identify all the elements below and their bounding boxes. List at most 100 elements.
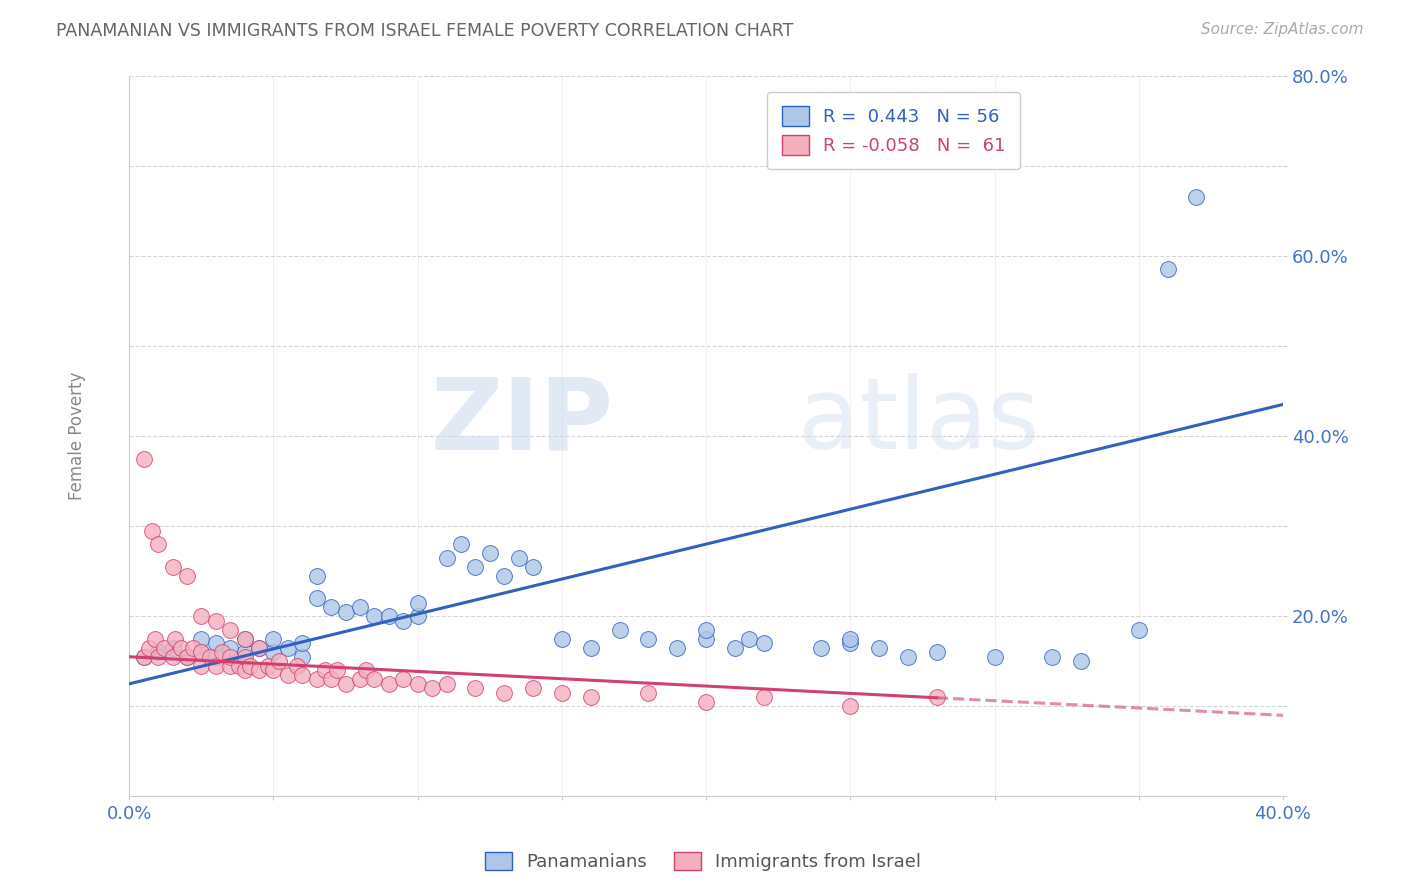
Point: [219, 623, 242, 637]
Point: [190, 609, 212, 624]
Text: Source: ZipAtlas.com: Source: ZipAtlas.com: [1201, 22, 1364, 37]
Point: [695, 632, 717, 646]
Point: [522, 681, 544, 696]
Point: [190, 658, 212, 673]
Text: PANAMANIAN VS IMMIGRANTS FROM ISRAEL FEMALE POVERTY CORRELATION CHART: PANAMANIAN VS IMMIGRANTS FROM ISRAEL FEM…: [56, 22, 793, 40]
Point: [406, 609, 429, 624]
Point: [1070, 654, 1092, 668]
Point: [925, 645, 948, 659]
Point: [291, 649, 314, 664]
Point: [277, 667, 299, 681]
Point: [277, 640, 299, 655]
Point: [551, 632, 574, 646]
Text: atlas: atlas: [799, 373, 1040, 470]
Point: [219, 658, 242, 673]
Point: [335, 677, 357, 691]
Point: [321, 600, 343, 615]
Point: [181, 640, 204, 655]
Point: [579, 640, 602, 655]
Point: [349, 673, 371, 687]
Point: [839, 699, 862, 714]
Point: [752, 690, 775, 705]
Point: [162, 649, 184, 664]
Point: [1156, 262, 1178, 277]
Point: [1128, 623, 1150, 637]
Point: [198, 649, 221, 664]
Point: [738, 632, 761, 646]
Point: [810, 640, 832, 655]
Point: [176, 649, 198, 664]
Point: [256, 658, 278, 673]
Point: [263, 632, 285, 646]
Text: Female Poverty: Female Poverty: [69, 372, 86, 500]
Point: [239, 658, 262, 673]
Point: [354, 663, 377, 677]
Point: [752, 636, 775, 650]
Point: [219, 640, 242, 655]
Point: [247, 640, 270, 655]
Point: [219, 649, 242, 664]
Point: [464, 559, 486, 574]
Point: [233, 663, 256, 677]
Point: [146, 645, 169, 659]
Legend: Panamanians, Immigrants from Israel: Panamanians, Immigrants from Israel: [477, 845, 929, 879]
Point: [132, 649, 155, 664]
Point: [349, 600, 371, 615]
Point: [233, 632, 256, 646]
Point: [637, 632, 659, 646]
Point: [637, 686, 659, 700]
Point: [211, 645, 233, 659]
Point: [464, 681, 486, 696]
Point: [666, 640, 689, 655]
Point: [153, 640, 176, 655]
Point: [170, 640, 193, 655]
Point: [494, 686, 516, 700]
Point: [233, 645, 256, 659]
Point: [450, 537, 472, 551]
Point: [551, 686, 574, 700]
Point: [305, 673, 328, 687]
Point: [143, 632, 166, 646]
Point: [983, 649, 1005, 664]
Point: [263, 663, 285, 677]
Point: [508, 550, 530, 565]
Point: [247, 640, 270, 655]
Point: [228, 658, 250, 673]
Point: [132, 649, 155, 664]
Point: [204, 649, 226, 664]
Point: [190, 632, 212, 646]
Point: [494, 568, 516, 582]
Point: [204, 658, 226, 673]
Point: [897, 649, 920, 664]
Point: [378, 677, 401, 691]
Point: [609, 623, 631, 637]
Point: [291, 636, 314, 650]
Point: [321, 673, 343, 687]
Point: [162, 640, 184, 655]
Point: [247, 663, 270, 677]
Point: [305, 591, 328, 606]
Point: [269, 654, 291, 668]
Legend: R =  0.443   N = 56, R = -0.058   N =  61: R = 0.443 N = 56, R = -0.058 N = 61: [768, 92, 1021, 169]
Point: [291, 667, 314, 681]
Point: [263, 645, 285, 659]
Point: [204, 636, 226, 650]
Point: [436, 677, 458, 691]
Point: [1185, 190, 1208, 204]
Point: [478, 546, 501, 560]
Point: [406, 596, 429, 610]
Point: [165, 632, 187, 646]
Point: [868, 640, 890, 655]
Point: [190, 645, 212, 659]
Point: [363, 609, 385, 624]
Point: [285, 658, 308, 673]
Text: ZIP: ZIP: [430, 373, 614, 470]
Point: [204, 614, 226, 628]
Point: [141, 524, 163, 538]
Point: [406, 677, 429, 691]
Point: [420, 681, 443, 696]
Point: [305, 568, 328, 582]
Point: [233, 632, 256, 646]
Point: [233, 649, 256, 664]
Point: [695, 695, 717, 709]
